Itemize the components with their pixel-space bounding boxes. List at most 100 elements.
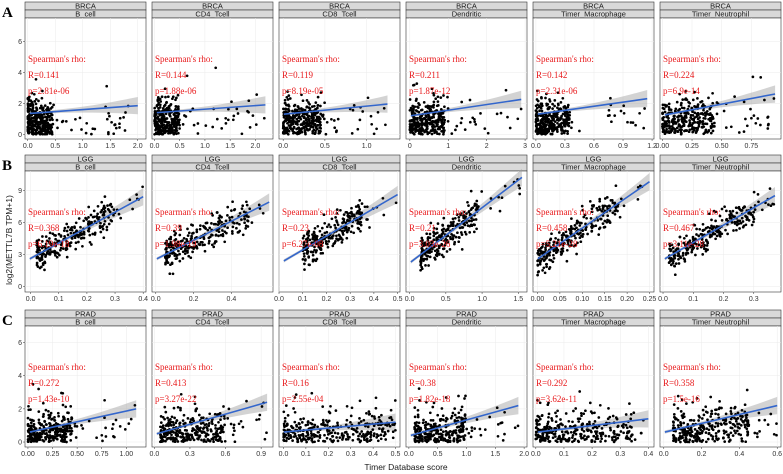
data-point: [479, 112, 482, 115]
data-point: [368, 226, 371, 229]
y-tick-label: 6: [18, 39, 22, 46]
data-point: [464, 215, 468, 218]
data-point: [108, 114, 111, 118]
data-point: [679, 132, 683, 136]
data-point: [391, 436, 395, 440]
x-tick-label: 0.00: [21, 451, 35, 458]
data-point: [707, 96, 710, 100]
data-point: [557, 119, 560, 122]
data-point: [246, 219, 250, 223]
data-point: [538, 262, 542, 266]
data-point: [284, 107, 287, 111]
data-point: [171, 121, 174, 125]
data-point: [408, 98, 412, 101]
data-point: [669, 130, 673, 134]
data-point: [282, 410, 286, 414]
x-tick-label: 1: [446, 143, 450, 150]
data-point: [333, 431, 337, 435]
data-point: [322, 421, 325, 424]
data-point: [475, 199, 479, 203]
data-point: [575, 219, 579, 223]
data-point: [460, 233, 464, 236]
data-point: [694, 253, 697, 257]
data-point: [207, 241, 211, 245]
data-point: [63, 432, 66, 435]
data-point: [50, 116, 54, 120]
y-tick-label: 0: [18, 284, 22, 291]
data-point: [243, 217, 247, 221]
data-point: [638, 111, 641, 115]
data-point: [225, 231, 228, 235]
data-point: [335, 234, 338, 238]
p-value: p=1.98e-19: [155, 239, 197, 249]
panel-background: [24, 17, 147, 140]
data-point: [207, 422, 211, 425]
data-point: [414, 130, 417, 133]
data-point: [726, 232, 729, 236]
data-point: [366, 218, 369, 221]
x-tick-label: 0.0: [150, 143, 160, 150]
data-point: [206, 429, 209, 432]
data-point: [601, 204, 605, 208]
data-point: [315, 127, 319, 131]
strip-cell-label: CD4_Tcell: [195, 162, 230, 171]
data-point: [61, 119, 65, 123]
data-point: [69, 231, 73, 235]
data-point: [597, 233, 601, 236]
data-point: [394, 201, 398, 205]
strip-cancer-label: LGG: [332, 154, 348, 163]
data-point: [291, 129, 294, 133]
data-point: [410, 126, 414, 130]
data-point: [112, 132, 116, 136]
data-point: [112, 208, 116, 211]
data-point: [26, 435, 30, 438]
data-point: [164, 120, 168, 124]
data-point: [687, 112, 690, 115]
data-point: [463, 230, 467, 234]
data-point: [601, 222, 605, 225]
data-point: [454, 128, 457, 132]
data-point: [74, 247, 78, 251]
data-point: [105, 228, 109, 232]
data-point: [245, 399, 248, 403]
data-point: [563, 114, 567, 118]
data-point: [431, 247, 434, 251]
x-tick-label: 0.75: [745, 143, 759, 150]
data-point: [128, 198, 132, 202]
data-point: [691, 98, 695, 102]
data-point: [91, 127, 95, 131]
data-point: [738, 227, 741, 230]
data-point: [28, 122, 32, 126]
data-point: [575, 221, 579, 225]
x-tick-label: 0.4: [138, 296, 148, 303]
data-point: [38, 437, 41, 441]
data-point: [176, 118, 180, 122]
data-point: [426, 236, 430, 240]
data-point: [759, 76, 763, 79]
data-point: [437, 246, 441, 250]
data-point: [350, 132, 354, 135]
data-point: [432, 226, 436, 230]
data-point: [262, 116, 266, 120]
data-point: [260, 405, 264, 408]
data-point: [442, 126, 445, 130]
data-point: [440, 235, 443, 238]
data-point: [683, 119, 687, 122]
data-point: [336, 223, 340, 227]
data-point: [335, 237, 338, 241]
data-point: [538, 109, 541, 113]
data-point: [385, 424, 389, 427]
data-point: [352, 103, 356, 107]
spearman-label: Spearman's rho:: [663, 54, 721, 64]
data-point: [622, 104, 626, 108]
data-point: [495, 406, 499, 410]
data-point: [676, 130, 680, 134]
data-point: [75, 425, 79, 428]
data-point: [43, 129, 46, 133]
data-point: [468, 212, 472, 216]
data-point: [714, 237, 717, 241]
data-point: [160, 120, 164, 124]
data-point: [161, 106, 165, 110]
data-point: [183, 252, 187, 256]
